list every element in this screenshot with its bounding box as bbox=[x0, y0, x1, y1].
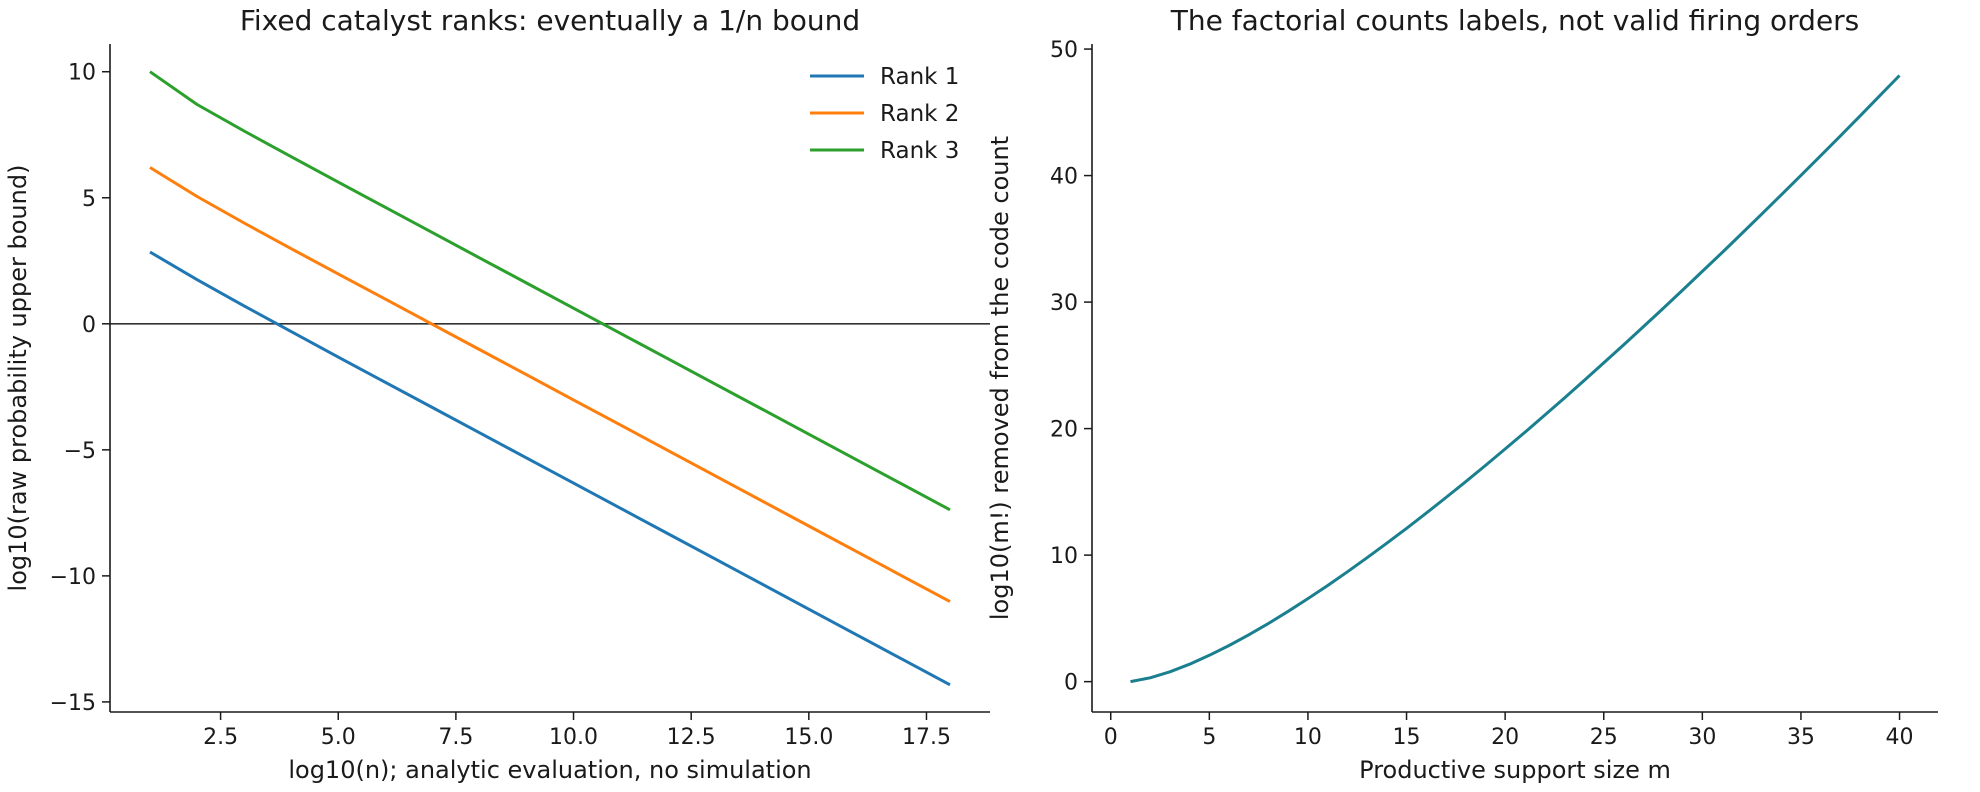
right-chart-panel: The factorial counts labels, not valid f… bbox=[986, 4, 1938, 784]
x-tick-label: 7.5 bbox=[438, 725, 473, 750]
legend-label-rank-1: Rank 1 bbox=[880, 64, 959, 90]
x-tick-label: 15 bbox=[1393, 725, 1421, 750]
y-tick-label: −5 bbox=[64, 439, 96, 464]
series-line-rank-1 bbox=[149, 250, 951, 687]
x-tick-label: 5.0 bbox=[321, 725, 356, 750]
y-tick-label: 40 bbox=[1050, 165, 1078, 190]
series-line-rank-2 bbox=[149, 166, 951, 603]
x-tick-label: 20 bbox=[1491, 725, 1519, 750]
y-tick-label: 50 bbox=[1050, 38, 1078, 63]
x-tick-label: 2.5 bbox=[203, 725, 238, 750]
series-line bbox=[1130, 74, 1901, 684]
x-tick-label: 17.5 bbox=[902, 725, 951, 750]
x-tick-label: 10.0 bbox=[549, 725, 598, 750]
x-tick-label: 35 bbox=[1787, 725, 1815, 750]
series-line-rank-3 bbox=[149, 70, 951, 512]
x-tick-label: 15.0 bbox=[784, 725, 833, 750]
x-tick-label: 40 bbox=[1886, 725, 1914, 750]
y-tick-label: 5 bbox=[82, 187, 96, 212]
x-tick-label: 30 bbox=[1688, 725, 1716, 750]
x-tick-label: 12.5 bbox=[667, 725, 716, 750]
legend-label-rank-3: Rank 3 bbox=[880, 138, 959, 164]
y-tick-label: 0 bbox=[1064, 671, 1078, 696]
chart-title: Fixed catalyst ranks: eventually a 1/n b… bbox=[240, 4, 860, 37]
y-tick-label: 20 bbox=[1050, 418, 1078, 443]
x-tick-label: 0 bbox=[1104, 725, 1118, 750]
y-axis-label: log10(m!) removed from the code count bbox=[986, 136, 1014, 620]
x-tick-label: 25 bbox=[1590, 725, 1618, 750]
x-tick-label: 10 bbox=[1294, 725, 1322, 750]
x-axis-label: log10(n); analytic evaluation, no simula… bbox=[288, 756, 811, 784]
x-axis-label: Productive support size m bbox=[1359, 756, 1671, 784]
y-tick-label: 30 bbox=[1050, 291, 1078, 316]
y-tick-label: 0 bbox=[82, 313, 96, 338]
x-tick-label: 5 bbox=[1202, 725, 1216, 750]
legend-label-rank-2: Rank 2 bbox=[880, 101, 959, 127]
left-chart-panel: Fixed catalyst ranks: eventually a 1/n b… bbox=[4, 4, 990, 784]
chart-title: The factorial counts labels, not valid f… bbox=[1170, 4, 1860, 37]
y-tick-label: −15 bbox=[50, 691, 96, 716]
y-axis-label: log10(raw probability upper bound) bbox=[4, 165, 32, 592]
y-tick-label: 10 bbox=[1050, 544, 1078, 569]
y-tick-label: 10 bbox=[68, 61, 96, 86]
y-tick-label: −10 bbox=[50, 565, 96, 590]
